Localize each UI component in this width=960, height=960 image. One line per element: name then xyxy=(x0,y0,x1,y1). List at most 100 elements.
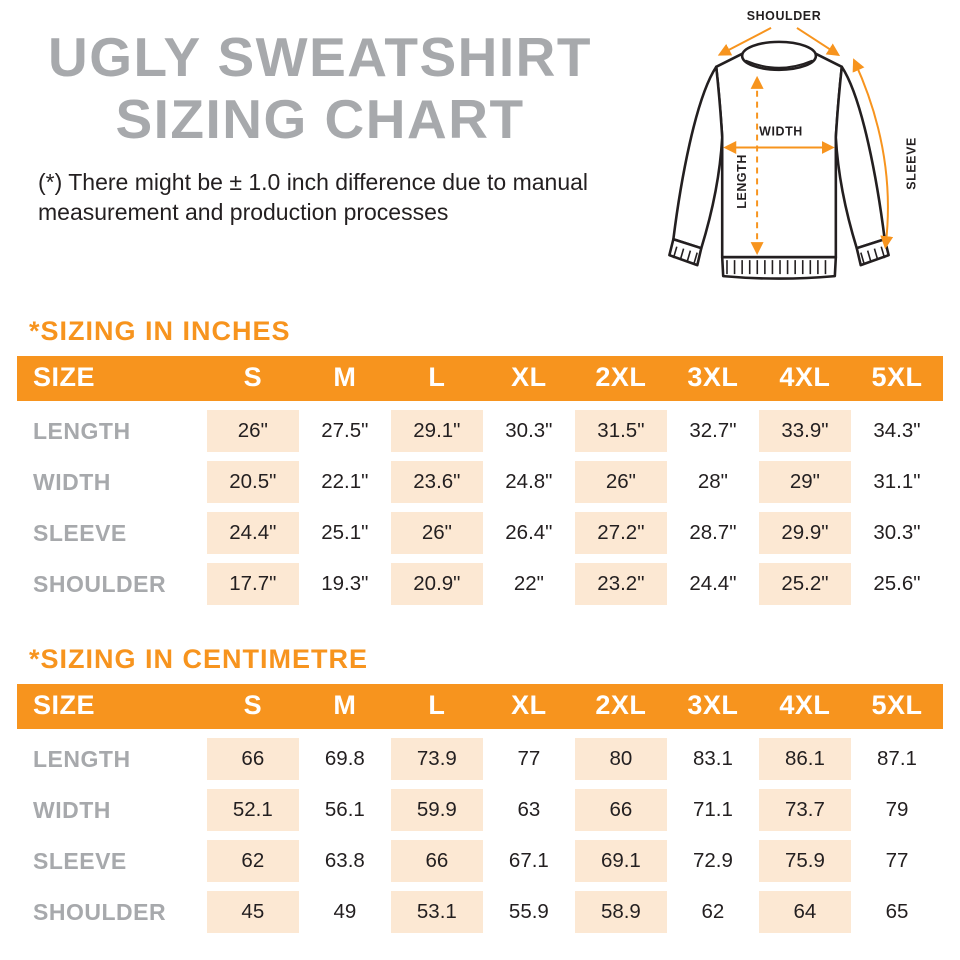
value-cell: 80 xyxy=(574,738,667,780)
page-title-line2: SIZING CHART xyxy=(115,88,525,151)
value-cell: 25.2" xyxy=(758,563,851,605)
page-title: UGLY SWEATSHIRT SIZING CHART xyxy=(28,26,612,150)
value-cell: 71.1 xyxy=(692,798,733,821)
value-cell: 24.8" xyxy=(505,470,553,493)
column-header-2xl: 2XL xyxy=(574,356,667,401)
value-cell: 26" xyxy=(390,512,483,554)
column-header-l: L xyxy=(390,684,483,729)
value-cell: 75.9 xyxy=(758,840,851,882)
measurement-row-width: WIDTH 20.5" 22.1" 23.6" 24.8" 26" 28" 29" 31.1" xyxy=(17,461,943,503)
dimension-annotations: SHOULDER WIDTH LENGTH SLEEVE xyxy=(717,9,919,256)
column-header-xl: XL xyxy=(482,684,575,729)
sweatshirt-collar-inner xyxy=(745,59,813,69)
value-cell: 31.1" xyxy=(873,470,921,493)
value-cell: 59.9 xyxy=(390,789,483,831)
column-header-m: M xyxy=(298,684,391,729)
value-cell: 29.9" xyxy=(758,512,851,554)
value-cell: 31.5" xyxy=(574,410,667,452)
column-header-l: L xyxy=(390,356,483,401)
value-cell: 73.7 xyxy=(758,789,851,831)
value-cell: 65 xyxy=(885,900,909,923)
column-header-m: M xyxy=(298,356,391,401)
width-dimension-label: WIDTH xyxy=(759,125,803,139)
value-cell: 20.9" xyxy=(390,563,483,605)
measurement-row-shoulder: SHOULDER 17.7" 19.3" 20.9" 22" 23.2" 24.4" 25.2… xyxy=(17,563,943,605)
measurement-row-length: LENGTH 66 69.8 73.9 77 80 83.1 86.1 87.1 xyxy=(17,738,943,780)
value-cell: 30.3" xyxy=(873,521,921,544)
value-cell: 55.9 xyxy=(508,900,549,923)
value-cell: 24.4" xyxy=(206,512,299,554)
column-header-4xl: 4XL xyxy=(758,356,851,401)
value-cell: 26" xyxy=(574,461,667,503)
inches-section: *SIZING IN INCHES SIZE S M L XL 2XL 3XL 4XL 5XL … xyxy=(0,316,960,614)
value-cell: 69.1 xyxy=(574,840,667,882)
value-cell: 52.1 xyxy=(206,789,299,831)
shoulder-arrow-right xyxy=(796,27,841,56)
centimetre-section: *SIZING IN CENTIMETRE SIZE S M L XL 2XL 3XL 4XL… xyxy=(0,644,960,942)
value-cell: 19.3" xyxy=(321,572,369,595)
value-cell: 27.2" xyxy=(574,512,667,554)
sweatshirt-right-sleeve xyxy=(834,65,886,250)
value-cell: 25.6" xyxy=(873,572,921,595)
sleeve-dimension-label: SLEEVE xyxy=(905,137,919,190)
measurement-row-shoulder: SHOULDER 45 49 53.1 55.9 58.9 62 64 65 xyxy=(17,891,943,933)
value-cell: 69.8 xyxy=(324,747,365,770)
row-label: LENGTH xyxy=(33,745,131,772)
value-cell: 28.7" xyxy=(689,521,737,544)
length-dimension-label: LENGTH xyxy=(735,154,749,209)
value-cell: 66 xyxy=(206,738,299,780)
column-header-size: SIZE xyxy=(17,684,207,729)
column-header-s: S xyxy=(206,356,299,401)
table-header-row: SIZE S M L XL 2XL 3XL 4XL 5XL xyxy=(17,684,943,729)
column-header-3xl: 3XL xyxy=(666,684,759,729)
row-label: WIDTH xyxy=(33,796,111,823)
value-cell: 17.7" xyxy=(206,563,299,605)
value-cell: 24.4" xyxy=(689,572,737,595)
value-cell: 23.6" xyxy=(390,461,483,503)
row-label: SHOULDER xyxy=(33,898,167,925)
value-cell: 26" xyxy=(206,410,299,452)
column-header-5xl: 5XL xyxy=(850,684,943,729)
value-cell: 62 xyxy=(701,900,725,923)
sweatshirt-body xyxy=(714,45,844,259)
value-cell: 45 xyxy=(206,891,299,933)
value-cell: 63 xyxy=(517,798,541,821)
column-header-xl: XL xyxy=(482,356,575,401)
measurement-row-length: LENGTH 26" 27.5" 29.1" 30.3" 31.5" 32.7" 33.9" 3… xyxy=(17,410,943,452)
row-label: SLEEVE xyxy=(33,847,127,874)
value-cell: 63.8 xyxy=(324,849,365,872)
column-header-4xl: 4XL xyxy=(758,684,851,729)
value-cell: 77 xyxy=(517,747,541,770)
centimetre-table: SIZE S M L XL 2XL 3XL 4XL 5XL LENGTH 66 69.8 73.9 77… xyxy=(17,675,943,942)
row-label: SLEEVE xyxy=(33,519,127,546)
value-cell: 66 xyxy=(390,840,483,882)
measurement-row-width: WIDTH 52.1 56.1 59.9 63 66 71.1 73.7 79 xyxy=(17,789,943,831)
value-cell: 22.1" xyxy=(321,470,369,493)
measurement-row-sleeve: SLEEVE 62 63.8 66 67.1 69.1 72.9 75.9 77 xyxy=(17,840,943,882)
value-cell: 83.1 xyxy=(692,747,733,770)
sweatshirt-left-cuff xyxy=(668,237,703,267)
header-area: UGLY SWEATSHIRT SIZING CHART (*) There m… xyxy=(0,0,960,308)
value-cell: 29" xyxy=(758,461,851,503)
row-label: WIDTH xyxy=(33,468,111,495)
value-cell: 73.9 xyxy=(390,738,483,780)
value-cell: 49 xyxy=(333,900,357,923)
value-cell: 66 xyxy=(574,789,667,831)
sweatshirt-outline xyxy=(668,40,890,280)
measurement-row-sleeve: SLEEVE 24.4" 25.1" 26" 26.4" 27.2" 28.7" 29.9" 3… xyxy=(17,512,943,554)
value-cell: 20.5" xyxy=(206,461,299,503)
value-cell: 30.3" xyxy=(505,419,553,442)
value-cell: 33.9" xyxy=(758,410,851,452)
value-cell: 87.1 xyxy=(877,747,917,770)
sweatshirt-left-sleeve xyxy=(672,65,724,250)
page-title-line1: UGLY SWEATSHIRT xyxy=(47,26,593,88)
value-cell: 77 xyxy=(885,849,909,872)
table-header-row: SIZE S M L XL 2XL 3XL 4XL 5XL xyxy=(17,356,943,401)
value-cell: 34.3" xyxy=(873,419,921,442)
column-header-2xl: 2XL xyxy=(574,684,667,729)
column-header-size: SIZE xyxy=(17,356,207,401)
sweatshirt-hem-band xyxy=(720,255,838,280)
disclaimer-text: (*) There might be ± 1.0 inch difference… xyxy=(38,169,589,226)
value-cell: 64 xyxy=(758,891,851,933)
